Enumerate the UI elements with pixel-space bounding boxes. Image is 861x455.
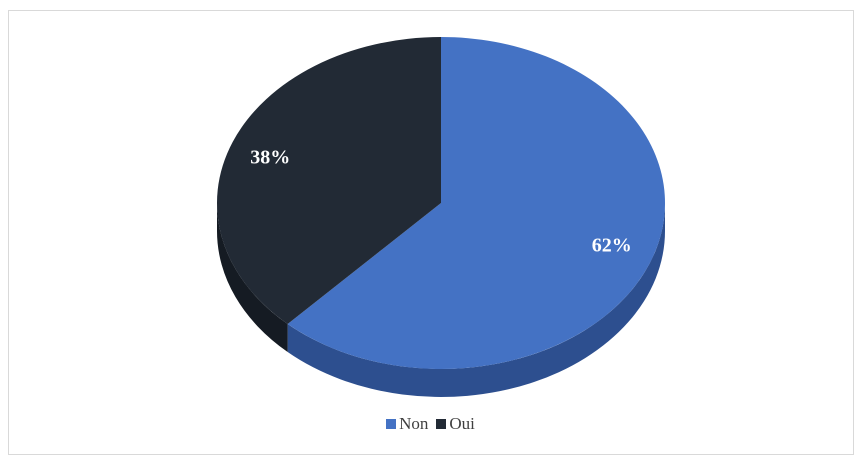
legend-label-non: Non bbox=[399, 414, 429, 433]
slice-side-non bbox=[287, 203, 665, 398]
slice-non bbox=[287, 37, 665, 369]
slice-labels: 62% 38% bbox=[250, 147, 632, 257]
slice-side-oui bbox=[217, 203, 288, 353]
slice-label-non: 62% bbox=[592, 235, 632, 257]
slice-label-oui: 38% bbox=[250, 147, 290, 169]
legend-swatch-non bbox=[386, 419, 397, 429]
legend-item-oui: Oui bbox=[436, 414, 475, 434]
legend: Non Oui bbox=[0, 414, 861, 434]
legend-label-oui: Oui bbox=[449, 414, 475, 433]
pie-sides bbox=[217, 203, 665, 398]
pie-tops bbox=[217, 37, 665, 369]
legend-swatch-oui bbox=[436, 419, 447, 429]
slice-oui bbox=[217, 37, 441, 325]
legend-item-non: Non bbox=[386, 414, 428, 434]
